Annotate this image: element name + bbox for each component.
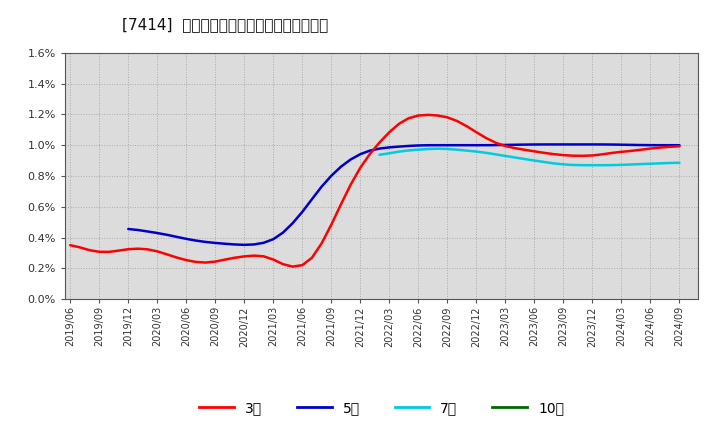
Text: [7414]  経常利益マージンの標準偏差の推移: [7414] 経常利益マージンの標準偏差の推移 [122,18,328,33]
Legend: 3年, 5年, 7年, 10年: 3年, 5年, 7年, 10年 [194,395,570,420]
